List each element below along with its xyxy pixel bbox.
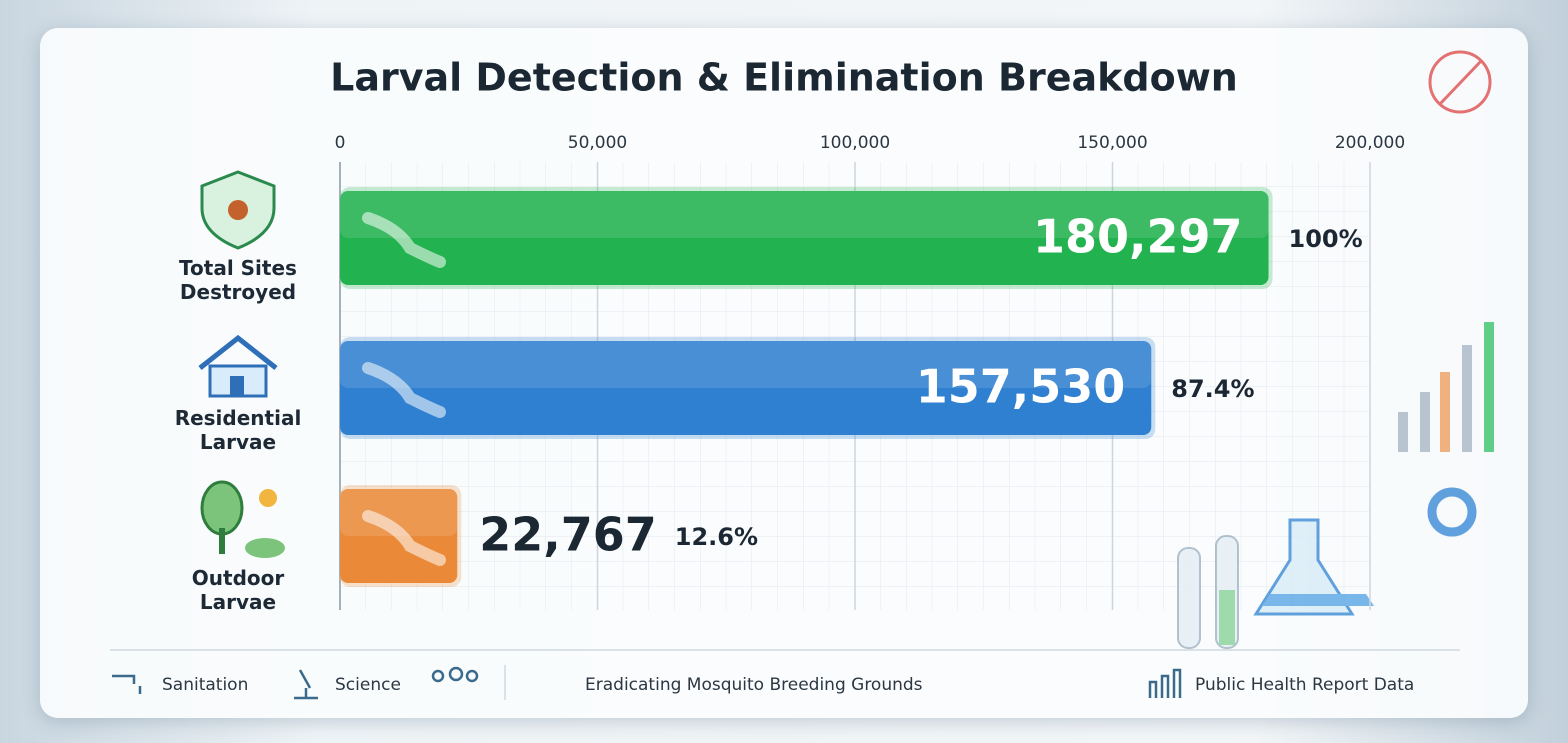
x-tick-label: 200,000 [1335, 133, 1405, 153]
tree-icon [200, 480, 285, 558]
x-tick-label: 0 [335, 133, 346, 153]
bar-shine [340, 341, 1152, 388]
footer-icons [112, 666, 1182, 700]
footer-text: Eradicating Mosquito Breeding Grounds [585, 675, 923, 695]
bar-shine [340, 489, 458, 536]
percent-label: 100% [1289, 225, 1363, 253]
bar [340, 341, 1152, 435]
value-label: 22,767 [479, 508, 657, 562]
chart-title: Larval Detection & Elimination Breakdown [330, 56, 1238, 100]
larva-icon [362, 510, 446, 566]
shield-icon [200, 170, 276, 250]
bar-shine [340, 191, 1269, 238]
footer-text: Public Health Report Data [1195, 675, 1415, 695]
larva-icon [362, 212, 446, 268]
category-label: Residential Larvae [174, 406, 302, 454]
value-label: 157,530 [916, 360, 1126, 414]
x-tick-label: 100,000 [820, 133, 890, 153]
percent-label: 12.6% [675, 523, 758, 551]
percent-label: 87.4% [1171, 375, 1254, 403]
house-icon [198, 334, 278, 398]
bar [340, 191, 1269, 285]
footer-text: Sanitation [162, 675, 249, 695]
value-label: 180,297 [1033, 210, 1243, 264]
decor-right [1177, 50, 1494, 649]
x-tick-label: 50,000 [568, 133, 627, 153]
category-label: Outdoor Larvae [191, 566, 285, 614]
x-tick-label: 150,000 [1077, 133, 1147, 153]
category-label: Total Sites Destroyed [179, 256, 297, 304]
footer-text: Science [335, 675, 401, 695]
larva-icon [362, 362, 446, 418]
